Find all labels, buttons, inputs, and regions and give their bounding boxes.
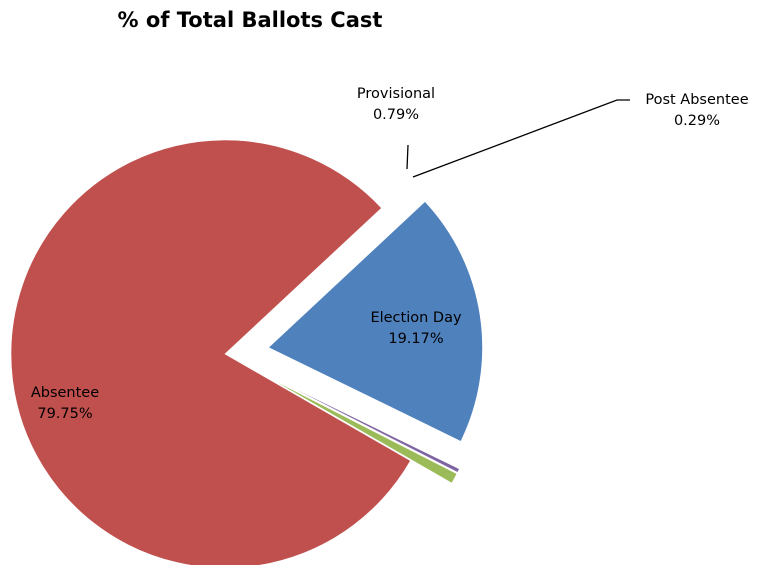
leader-lines xyxy=(406,99,630,178)
pie-slice-provisional xyxy=(266,376,458,484)
chart-title: % of Total Ballots Cast xyxy=(117,8,383,32)
pie-slice-absentee xyxy=(10,139,411,565)
slice-value-election-day: 19.17% xyxy=(388,331,443,347)
leader-line-provisional xyxy=(406,144,409,170)
slice-value-post-absentee: 0.29% xyxy=(674,113,720,129)
slice-label-absentee: Absentee xyxy=(31,385,99,401)
slice-label-post-absentee: Post Absentee xyxy=(645,92,748,108)
slice-value-provisional: 0.79% xyxy=(373,107,419,123)
pie-slice-election-day xyxy=(267,201,483,442)
leader-line-post-absentee xyxy=(412,99,630,178)
pie-slice-post-absentee xyxy=(266,374,460,473)
slice-label-provisional: Provisional xyxy=(357,86,435,102)
slice-labels: Election Day 19.17% Post Absentee 0.29% Prov… xyxy=(31,86,749,422)
pie-slices xyxy=(10,139,483,565)
slice-value-absentee: 79.75% xyxy=(37,406,92,422)
slice-label-election-day: Election Day xyxy=(370,310,462,326)
